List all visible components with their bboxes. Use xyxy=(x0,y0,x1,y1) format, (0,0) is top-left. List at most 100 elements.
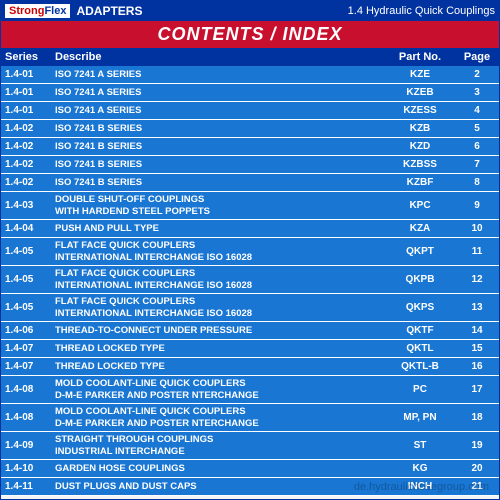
cell-part: ST xyxy=(385,440,455,451)
cell-page: 17 xyxy=(455,384,499,395)
cell-series: 1.4-01 xyxy=(1,87,51,98)
logo-flex: Flex xyxy=(44,5,66,17)
table-row: 1.4-05FLAT FACE QUICK COUPLERS INTERNATI… xyxy=(1,294,499,322)
cell-series: 1.4-04 xyxy=(1,223,51,234)
cell-describe: DOUBLE SHUT-OFF COUPLINGS WITH HARDEND S… xyxy=(51,194,385,217)
table-row: 1.4-07THREAD LOCKED TYPEQKTL-B16 xyxy=(1,358,499,376)
cell-page: 7 xyxy=(455,159,499,170)
cell-series: 1.4-05 xyxy=(1,274,51,285)
table-header: Series Describe Part No. Page xyxy=(1,48,499,66)
table-row: 1.4-03DOUBLE SHUT-OFF COUPLINGS WITH HAR… xyxy=(1,192,499,220)
cell-describe: MOLD COOLANT-LINE QUICK COUPLERS D-M-E P… xyxy=(51,378,385,401)
cell-page: 21 xyxy=(455,481,499,492)
cell-page: 6 xyxy=(455,141,499,152)
table-row: 1.4-06THREAD-TO-CONNECT UNDER PRESSUREQK… xyxy=(1,322,499,340)
cell-describe: THREAD LOCKED TYPE xyxy=(51,343,385,354)
cell-part: QKPS xyxy=(385,302,455,313)
cell-series: 1.4-02 xyxy=(1,123,51,134)
cell-part: KZB xyxy=(385,123,455,134)
cell-describe: ISO 7241 B SERIES xyxy=(51,159,385,170)
table-row: 1.4-05FLAT FACE QUICK COUPLERS INTERNATI… xyxy=(1,238,499,266)
cell-page: 8 xyxy=(455,177,499,188)
cell-part: QKPB xyxy=(385,274,455,285)
cell-part: KZESS xyxy=(385,105,455,116)
cell-describe: ISO 7241 B SERIES xyxy=(51,177,385,188)
logo-strong: Strong xyxy=(9,5,44,17)
page-container: StrongFlex ADAPTERS 1.4 Hydraulic Quick … xyxy=(0,0,500,500)
cell-page: 12 xyxy=(455,274,499,285)
table-row: 1.4-08MOLD COOLANT-LINE QUICK COUPLERS D… xyxy=(1,404,499,432)
cell-describe: THREAD-TO-CONNECT UNDER PRESSURE xyxy=(51,325,385,336)
cell-describe: STRAIGHT THROUGH COUPLINGS INDUSTRIAL IN… xyxy=(51,434,385,457)
cell-describe: ISO 7241 B SERIES xyxy=(51,123,385,134)
table-row: 1.4-05FLAT FACE QUICK COUPLERS INTERNATI… xyxy=(1,266,499,294)
cell-page: 16 xyxy=(455,361,499,372)
cell-series: 1.4-09 xyxy=(1,440,51,451)
cell-page: 15 xyxy=(455,343,499,354)
col-header-page: Page xyxy=(455,51,499,63)
table-row: 1.4-10GARDEN HOSE COUPLINGSKG20 xyxy=(1,460,499,478)
cell-part: KZEB xyxy=(385,87,455,98)
table-row: 1.4-09STRAIGHT THROUGH COUPLINGS INDUSTR… xyxy=(1,432,499,460)
table-row: 1.4-11DUST PLUGS AND DUST CAPSINCH21 xyxy=(1,478,499,496)
header-adapters: ADAPTERS xyxy=(76,4,142,18)
cell-page: 4 xyxy=(455,105,499,116)
cell-series: 1.4-02 xyxy=(1,141,51,152)
table-row: 1.4-02ISO 7241 B SERIESKZBF8 xyxy=(1,174,499,192)
cell-series: 1.4-03 xyxy=(1,200,51,211)
cell-page: 9 xyxy=(455,200,499,211)
cell-describe: THREAD LOCKED TYPE xyxy=(51,361,385,372)
cell-part: QKPT xyxy=(385,246,455,257)
cell-part: PC xyxy=(385,384,455,395)
cell-page: 20 xyxy=(455,463,499,474)
cell-part: QKTF xyxy=(385,325,455,336)
cell-part: KZBSS xyxy=(385,159,455,170)
cell-part: MP, PN xyxy=(385,412,455,423)
cell-series: 1.4-02 xyxy=(1,177,51,188)
cell-describe: FLAT FACE QUICK COUPLERS INTERNATIONAL I… xyxy=(51,268,385,291)
cell-series: 1.4-07 xyxy=(1,343,51,354)
cell-part: QKTL-B xyxy=(385,361,455,372)
header-bar: StrongFlex ADAPTERS 1.4 Hydraulic Quick … xyxy=(1,1,499,21)
table-row: 1.4-02ISO 7241 B SERIESKZD6 xyxy=(1,138,499,156)
col-header-part: Part No. xyxy=(385,51,455,63)
cell-part: KZE xyxy=(385,69,455,80)
table-row: 1.4-07THREAD LOCKED TYPEQKTL15 xyxy=(1,340,499,358)
col-header-series: Series xyxy=(1,51,51,63)
cell-series: 1.4-08 xyxy=(1,412,51,423)
cell-describe: ISO 7241 B SERIES xyxy=(51,141,385,152)
cell-page: 5 xyxy=(455,123,499,134)
cell-series: 1.4-06 xyxy=(1,325,51,336)
cell-describe: ISO 7241 A SERIES xyxy=(51,105,385,116)
table-body: 1.4-01ISO 7241 A SERIESKZE21.4-01ISO 724… xyxy=(1,66,499,496)
cell-describe: ISO 7241 A SERIES xyxy=(51,69,385,80)
table-row: 1.4-01ISO 7241 A SERIESKZEB3 xyxy=(1,84,499,102)
table-row: 1.4-04PUSH AND PULL TYPEKZA10 xyxy=(1,220,499,238)
cell-part: KZBF xyxy=(385,177,455,188)
cell-series: 1.4-05 xyxy=(1,246,51,257)
cell-part: KPC xyxy=(385,200,455,211)
cell-series: 1.4-07 xyxy=(1,361,51,372)
cell-describe: ISO 7241 A SERIES xyxy=(51,87,385,98)
cell-series: 1.4-01 xyxy=(1,105,51,116)
cell-describe: FLAT FACE QUICK COUPLERS INTERNATIONAL I… xyxy=(51,240,385,263)
cell-page: 2 xyxy=(455,69,499,80)
cell-part: KG xyxy=(385,463,455,474)
cell-page: 18 xyxy=(455,412,499,423)
cell-series: 1.4-01 xyxy=(1,69,51,80)
table-row: 1.4-08MOLD COOLANT-LINE QUICK COUPLERS D… xyxy=(1,376,499,404)
cell-page: 14 xyxy=(455,325,499,336)
cell-describe: FLAT FACE QUICK COUPLERS INTERNATIONAL I… xyxy=(51,296,385,319)
cell-series: 1.4-08 xyxy=(1,384,51,395)
cell-page: 11 xyxy=(455,246,499,257)
cell-page: 3 xyxy=(455,87,499,98)
cell-describe: PUSH AND PULL TYPE xyxy=(51,223,385,234)
table-row: 1.4-02ISO 7241 B SERIESKZBSS7 xyxy=(1,156,499,174)
brand-logo: StrongFlex xyxy=(5,4,70,18)
table-row: 1.4-01ISO 7241 A SERIESKZE2 xyxy=(1,66,499,84)
cell-describe: GARDEN HOSE COUPLINGS xyxy=(51,463,385,474)
col-header-describe: Describe xyxy=(51,51,385,63)
cell-part: QKTL xyxy=(385,343,455,354)
cell-page: 19 xyxy=(455,440,499,451)
cell-describe: MOLD COOLANT-LINE QUICK COUPLERS D-M-E P… xyxy=(51,406,385,429)
